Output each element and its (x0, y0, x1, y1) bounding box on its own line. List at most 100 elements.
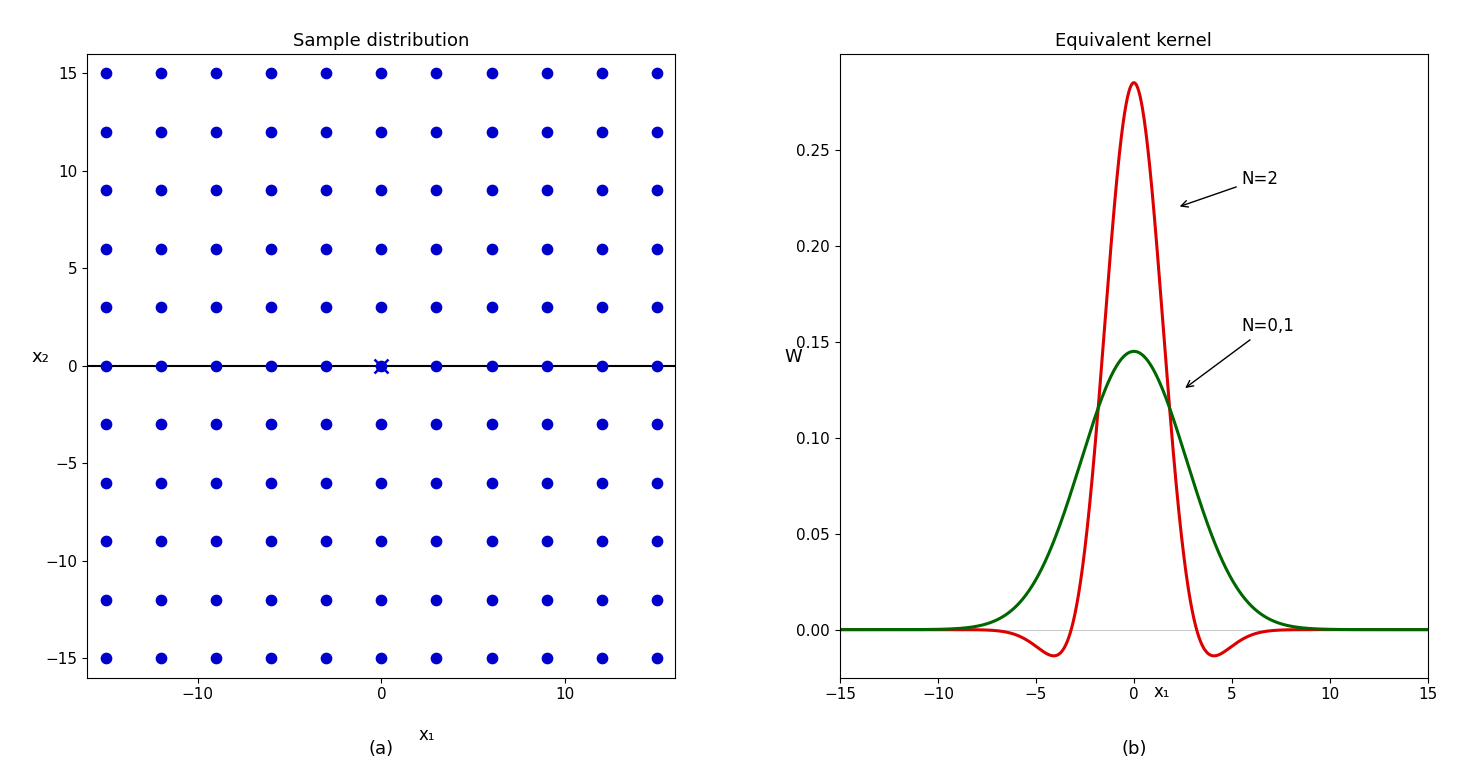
Point (590, 360, 613, 372)
Point (370, 535, 393, 547)
Point (479, 477, 503, 489)
Point (425, 418, 449, 430)
Point (645, 535, 669, 547)
Point (370, 126, 393, 138)
Text: N=0,1: N=0,1 (1186, 317, 1295, 387)
Point (149, 243, 172, 255)
Point (479, 652, 503, 665)
Point (204, 67, 227, 79)
Text: x₁: x₁ (418, 726, 434, 745)
Point (645, 418, 669, 430)
Point (315, 360, 338, 372)
Point (149, 301, 172, 313)
Point (645, 360, 669, 372)
Point (95, 67, 118, 79)
Point (479, 184, 503, 196)
Point (645, 243, 669, 255)
Point (315, 418, 338, 430)
Text: x₁: x₁ (1154, 683, 1170, 701)
Point (149, 360, 172, 372)
Point (315, 126, 338, 138)
Point (315, 652, 338, 665)
Point (370, 301, 393, 313)
Point (535, 301, 558, 313)
Point (95, 535, 118, 547)
Point (645, 594, 669, 606)
Point (204, 126, 227, 138)
Point (535, 126, 558, 138)
Point (95, 360, 118, 372)
Y-axis label: x₂: x₂ (32, 348, 50, 366)
Point (590, 126, 613, 138)
Point (370, 418, 393, 430)
Point (425, 126, 449, 138)
Point (370, 360, 393, 372)
Title: Equivalent kernel: Equivalent kernel (1055, 32, 1212, 49)
Point (590, 594, 613, 606)
Text: (a): (a) (369, 740, 393, 758)
Point (149, 477, 172, 489)
Point (370, 184, 393, 196)
Point (149, 535, 172, 547)
Point (590, 477, 613, 489)
Point (204, 594, 227, 606)
Point (479, 67, 503, 79)
Point (204, 301, 227, 313)
Point (259, 594, 283, 606)
Point (315, 184, 338, 196)
Point (535, 535, 558, 547)
Point (645, 301, 669, 313)
Point (259, 652, 283, 665)
Point (590, 418, 613, 430)
Point (425, 360, 449, 372)
Point (204, 184, 227, 196)
Point (204, 535, 227, 547)
Point (479, 594, 503, 606)
Point (315, 594, 338, 606)
Point (645, 477, 669, 489)
Point (95, 418, 118, 430)
Point (479, 418, 503, 430)
Point (259, 184, 283, 196)
Point (535, 184, 558, 196)
Point (645, 67, 669, 79)
Point (590, 535, 613, 547)
Point (535, 418, 558, 430)
Point (315, 67, 338, 79)
Point (425, 535, 449, 547)
Point (259, 535, 283, 547)
Point (535, 594, 558, 606)
Point (259, 477, 283, 489)
Point (425, 243, 449, 255)
Title: Sample distribution: Sample distribution (293, 32, 469, 49)
Point (204, 360, 227, 372)
Point (479, 301, 503, 313)
Point (590, 301, 613, 313)
Point (95, 126, 118, 138)
Point (149, 67, 172, 79)
Point (590, 243, 613, 255)
Point (425, 184, 449, 196)
Point (95, 594, 118, 606)
Point (535, 360, 558, 372)
Point (315, 535, 338, 547)
Point (535, 67, 558, 79)
Point (204, 652, 227, 665)
Point (479, 126, 503, 138)
Point (259, 360, 283, 372)
Point (204, 243, 227, 255)
Point (590, 67, 613, 79)
Point (479, 535, 503, 547)
Point (645, 652, 669, 665)
Point (95, 184, 118, 196)
Point (370, 243, 393, 255)
Y-axis label: W: W (784, 348, 801, 366)
Point (259, 418, 283, 430)
Point (259, 301, 283, 313)
Point (204, 418, 227, 430)
Point (95, 652, 118, 665)
Point (95, 477, 118, 489)
Point (590, 652, 613, 665)
Point (370, 652, 393, 665)
Point (425, 67, 449, 79)
